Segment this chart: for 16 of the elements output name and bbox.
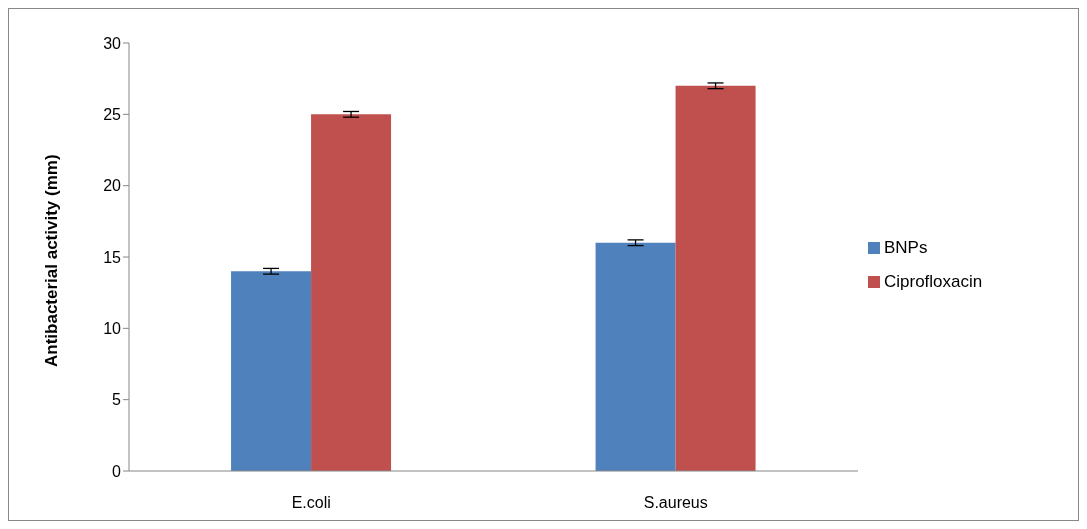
- y-tick-label: 0: [112, 462, 122, 480]
- legend-label: Ciprofloxacin: [884, 271, 983, 291]
- y-axis-title: Antibacterial activity (mm): [42, 154, 62, 367]
- bar: [595, 242, 676, 471]
- y-tick-label: 25: [103, 106, 122, 124]
- x-tick-label: E.coli: [291, 494, 331, 512]
- bar: [231, 271, 312, 471]
- bar: [675, 85, 756, 471]
- y-tick-label: 10: [103, 320, 122, 338]
- y-tick-label: 30: [103, 34, 122, 52]
- x-tick-label: S.aureus: [643, 494, 708, 512]
- legend-label: BNPs: [884, 237, 928, 257]
- y-tick-label: 5: [112, 391, 122, 409]
- bar: [311, 114, 392, 471]
- y-tick-label: 20: [103, 177, 122, 195]
- y-tick-label: 15: [103, 248, 122, 266]
